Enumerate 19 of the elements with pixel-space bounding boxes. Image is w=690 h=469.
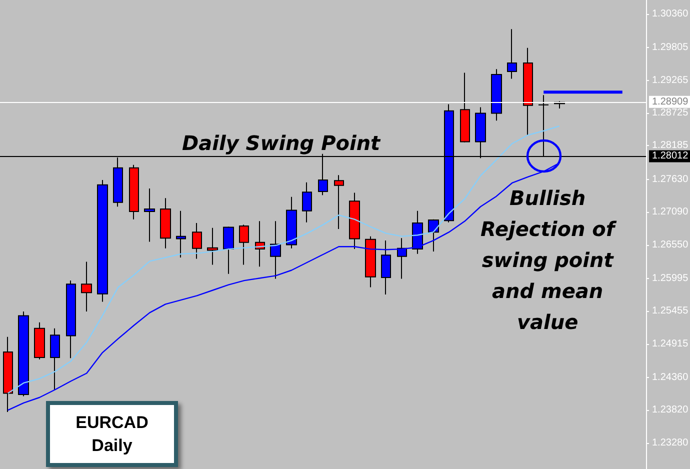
- ref-line-label: 1.28012: [652, 150, 689, 162]
- text-frame: EURCAD Daily: [46, 401, 178, 467]
- annotation: Bullish Rejection of swing point and mean value: [480, 185, 618, 336]
- annotation: Daily Swing Point: [182, 131, 380, 156]
- y-tick-label: 1.28725: [652, 108, 689, 119]
- y-tick-label: 1.28185: [652, 140, 689, 152]
- y-tick-label: 1.26550: [652, 239, 689, 250]
- y-tick-label: 1.29805: [652, 42, 689, 54]
- y-tick-label: 1.24360: [652, 372, 689, 384]
- y-tick-label: 1.25455: [652, 306, 689, 317]
- y-tick-label: 1.24915: [652, 338, 689, 350]
- ref-line-label: 1.28909: [652, 96, 689, 108]
- y-tick-label: 1.30360: [652, 8, 689, 20]
- y-tick-label: 1.25995: [652, 272, 689, 284]
- y-tick-label: 1.23280: [652, 437, 689, 448]
- y-tick-label: 1.27630: [652, 174, 689, 185]
- y-tick-label: 1.23820: [652, 404, 689, 416]
- y-tick-label: 1.29265: [652, 74, 689, 86]
- y-tick-label: 1.27090: [652, 206, 689, 218]
